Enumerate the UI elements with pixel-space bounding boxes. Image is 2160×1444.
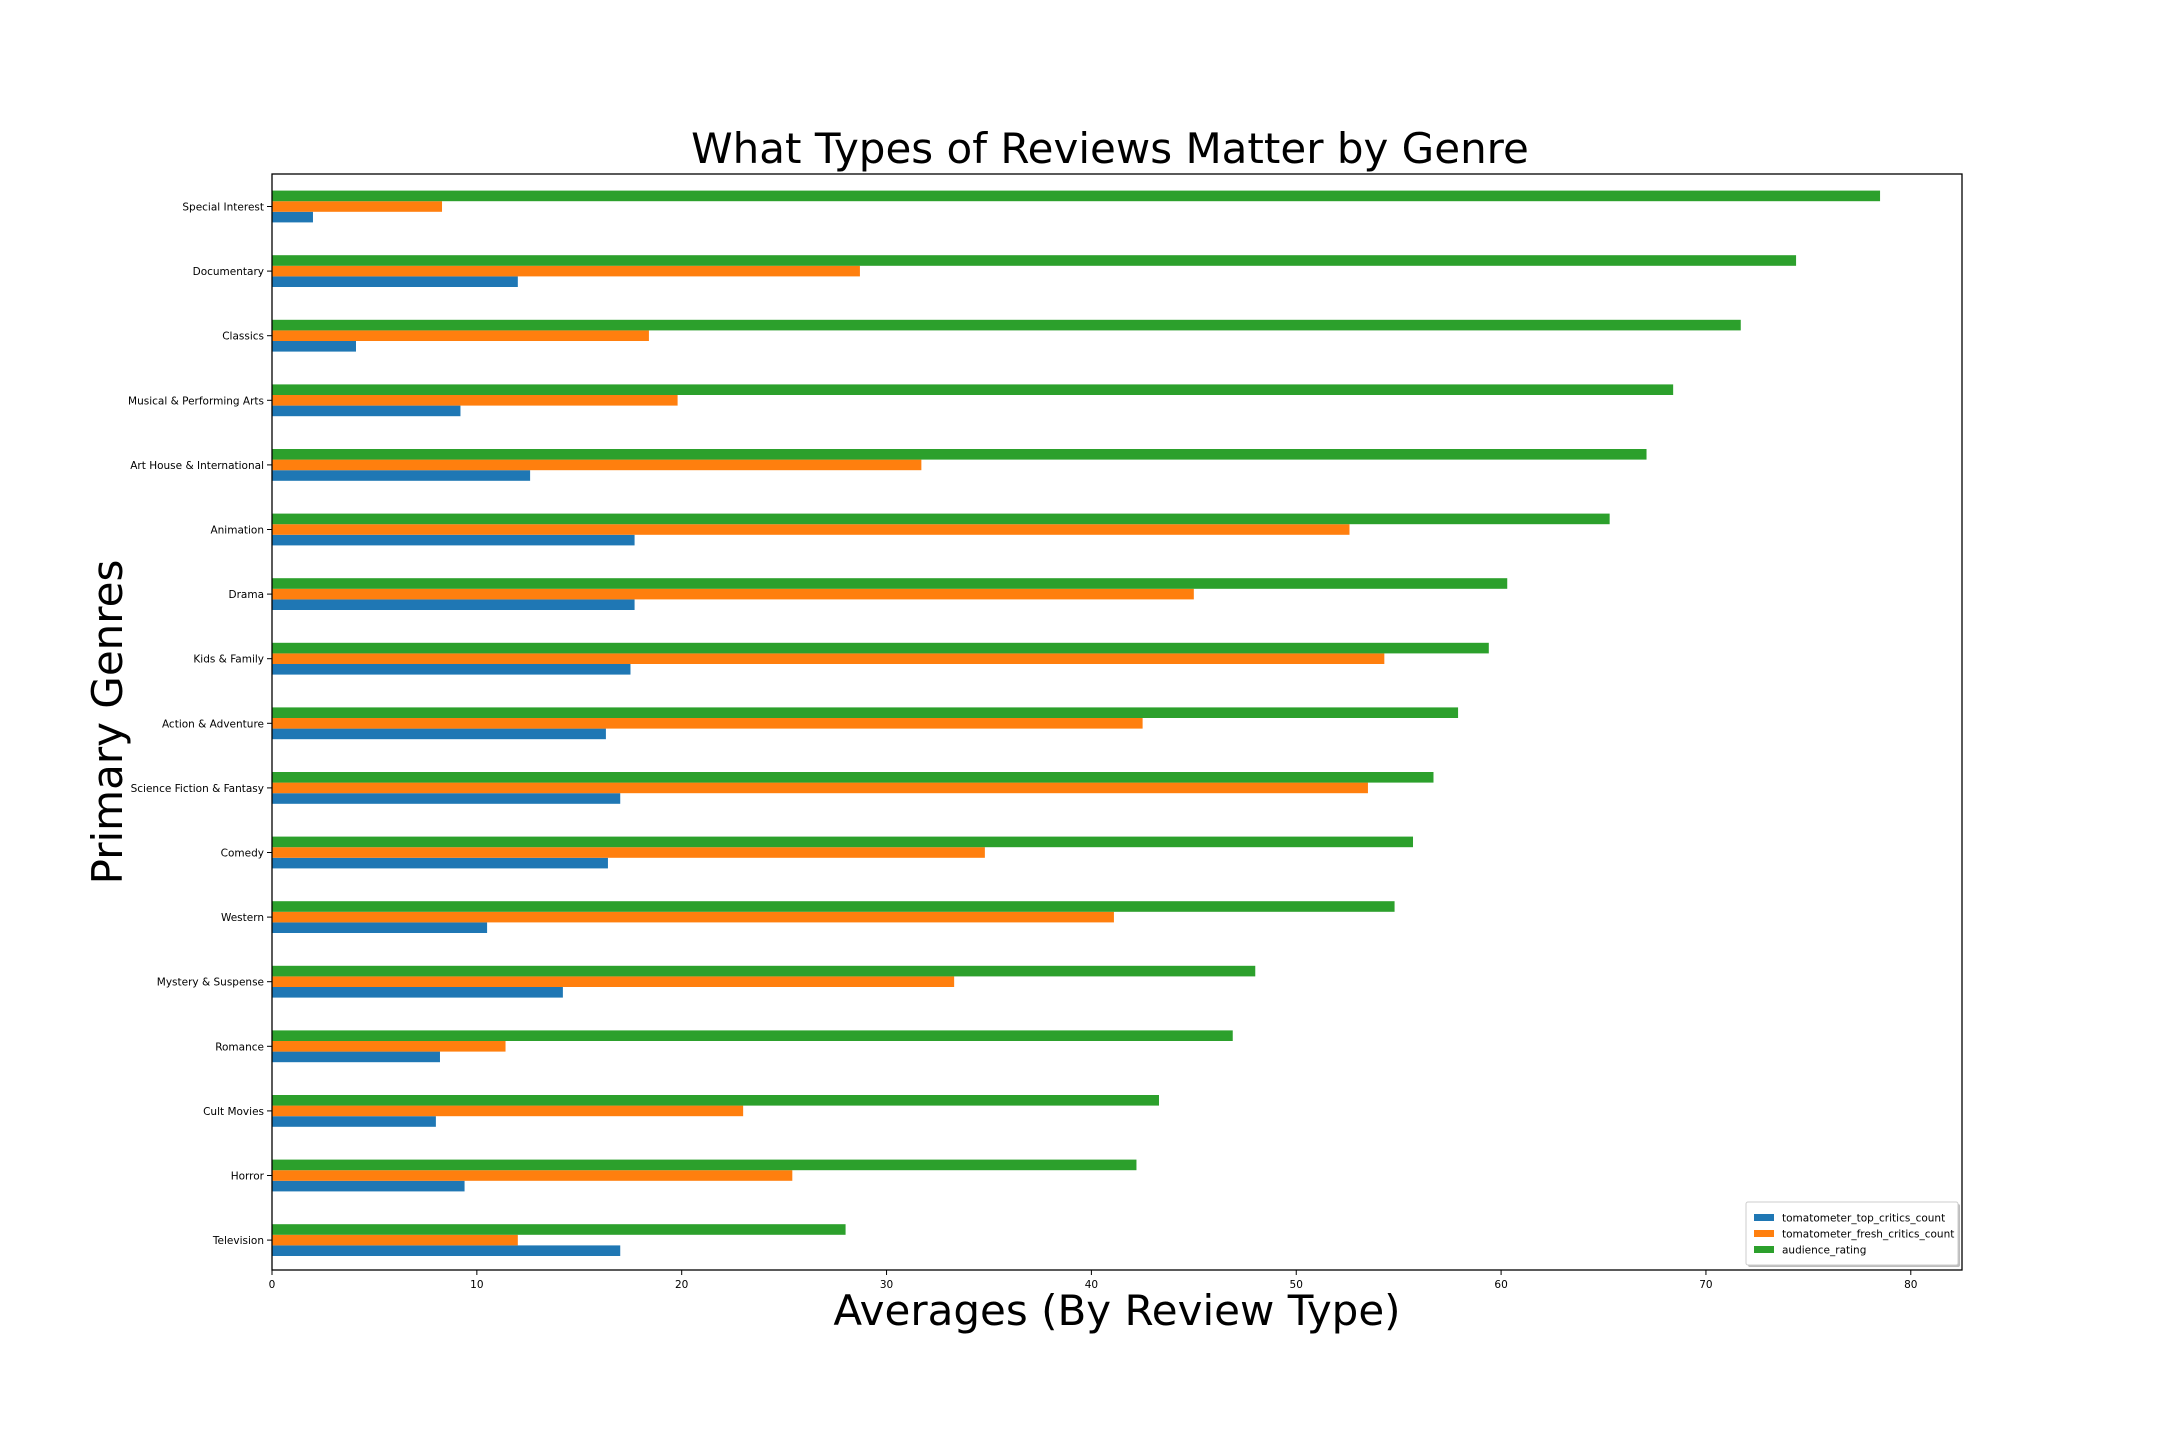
- bar-audience_rating: [272, 1095, 1159, 1106]
- bar-tomatometer_fresh_critics_count: [272, 1105, 744, 1117]
- bar-tomatometer_fresh_critics_count: [272, 1170, 793, 1181]
- y-tick-label: Romance: [215, 1041, 264, 1053]
- x-tick-label: 30: [880, 1279, 893, 1291]
- bar-tomatometer_fresh_critics_count: [272, 265, 860, 277]
- y-tick-label: Classics: [222, 331, 264, 343]
- y-axis-title: Primary Genres: [83, 560, 132, 885]
- bar-tomatometer_top_critics_count: [272, 793, 621, 804]
- y-tick-label: Drama: [229, 589, 265, 601]
- y-tick-label: Cult Movies: [203, 1106, 264, 1118]
- legend: tomatometer_top_critics_count tomatometer…: [1745, 1201, 1960, 1267]
- y-tick-label: Animation: [210, 525, 264, 537]
- x-tick-label: 50: [1290, 1279, 1303, 1291]
- x-tick-label: 0: [269, 1279, 276, 1291]
- bars-layer: [272, 190, 1881, 1256]
- bar-tomatometer_fresh_critics_count: [272, 588, 1194, 600]
- bar-tomatometer_fresh_critics_count: [272, 1041, 506, 1052]
- y-tick-label: Television: [212, 1235, 264, 1247]
- y-tick-label: Mystery & Suspense: [157, 977, 264, 989]
- bar-tomatometer_top_critics_count: [272, 857, 608, 869]
- y-tick-label: Action & Adventure: [162, 718, 264, 730]
- bar-tomatometer_fresh_critics_count: [272, 330, 649, 341]
- y-tick-label: Western: [221, 912, 264, 924]
- bar-tomatometer_fresh_critics_count: [272, 911, 1114, 923]
- y-tick-label: Horror: [231, 1171, 265, 1183]
- legend-swatch: [1754, 1246, 1774, 1253]
- y-tick-label: Kids & Family: [193, 654, 264, 666]
- x-tick-label: 70: [1699, 1279, 1712, 1291]
- legend-swatch: [1754, 1230, 1774, 1237]
- bar-audience_rating: [272, 1224, 846, 1235]
- x-tick-label: 60: [1494, 1279, 1507, 1291]
- legend-label: audience_rating: [1782, 1245, 1866, 1257]
- x-tick-label: 20: [675, 1279, 688, 1291]
- bar-audience_rating: [272, 513, 1610, 525]
- bar-tomatometer_top_critics_count: [272, 1180, 465, 1192]
- legend-swatch: [1754, 1214, 1774, 1221]
- x-tick-label: 40: [1085, 1279, 1098, 1291]
- bar-audience_rating: [272, 1159, 1137, 1171]
- bar-audience_rating: [272, 578, 1508, 589]
- y-tick-label: Musical & Performing Arts: [128, 395, 264, 407]
- bar-audience_rating: [272, 190, 1881, 202]
- bar-tomatometer_top_critics_count: [272, 405, 461, 417]
- bar-tomatometer_top_critics_count: [272, 1051, 440, 1063]
- y-axis: Special Interest Documentary Classics Music…: [128, 202, 272, 1247]
- bar-tomatometer_fresh_critics_count: [272, 718, 1143, 729]
- bar-tomatometer_fresh_critics_count: [272, 782, 1368, 794]
- bar-tomatometer_fresh_critics_count: [272, 1234, 518, 1246]
- bar-tomatometer_top_critics_count: [272, 211, 313, 223]
- bar-audience_rating: [272, 901, 1395, 912]
- bar-audience_rating: [272, 965, 1256, 977]
- bar-audience_rating: [272, 836, 1414, 848]
- plot-frame: [271, 173, 1963, 1271]
- bar-audience_rating: [272, 319, 1741, 331]
- bar-audience_rating: [272, 1030, 1233, 1041]
- bar-audience_rating: [272, 707, 1459, 718]
- bar-tomatometer_fresh_critics_count: [272, 201, 443, 212]
- y-tick-label: Science Fiction & Fantasy: [131, 783, 264, 795]
- bar-tomatometer_top_critics_count: [272, 664, 631, 675]
- bar-tomatometer_fresh_critics_count: [272, 847, 985, 858]
- x-axis: 0 10 20 30 40 50 60 70 80: [269, 1270, 1917, 1291]
- bar-tomatometer_top_critics_count: [272, 276, 518, 287]
- bar-audience_rating: [272, 255, 1797, 266]
- legend-box: [1745, 1201, 1959, 1266]
- x-axis-title: Averages (By Review Type): [833, 1286, 1400, 1335]
- bar-tomatometer_top_critics_count: [272, 341, 356, 352]
- bar-tomatometer_top_critics_count: [272, 534, 635, 546]
- bar-tomatometer_top_critics_count: [272, 728, 606, 740]
- legend-label: tomatometer_fresh_critics_count: [1782, 1229, 1954, 1241]
- bar-audience_rating: [272, 384, 1674, 395]
- x-tick-label: 80: [1904, 1279, 1917, 1291]
- y-tick-label: Special Interest: [182, 202, 264, 214]
- chart-title: What Types of Reviews Matter by Genre: [691, 124, 1529, 173]
- bar-tomatometer_top_critics_count: [272, 987, 563, 998]
- bar-tomatometer_top_critics_count: [272, 599, 635, 610]
- bar-tomatometer_fresh_critics_count: [272, 395, 678, 406]
- bar-audience_rating: [272, 449, 1647, 460]
- bar-tomatometer_top_critics_count: [272, 470, 531, 481]
- y-tick-label: Comedy: [221, 848, 264, 860]
- bar-tomatometer_top_critics_count: [272, 922, 488, 933]
- y-tick-label: Documentary: [193, 266, 264, 278]
- bar-audience_rating: [272, 772, 1434, 783]
- bar-tomatometer_top_critics_count: [272, 1245, 621, 1256]
- bar-tomatometer_fresh_critics_count: [272, 976, 955, 987]
- x-tick-label: 10: [470, 1279, 483, 1291]
- bar-tomatometer_fresh_critics_count: [272, 524, 1350, 535]
- y-tick-label: Art House & International: [130, 460, 264, 472]
- bar-tomatometer_fresh_critics_count: [272, 459, 922, 471]
- bar-audience_rating: [272, 642, 1489, 654]
- legend-label: tomatometer_top_critics_count: [1782, 1213, 1945, 1225]
- bar-tomatometer_top_critics_count: [272, 1116, 436, 1127]
- bar-tomatometer_fresh_critics_count: [272, 653, 1385, 664]
